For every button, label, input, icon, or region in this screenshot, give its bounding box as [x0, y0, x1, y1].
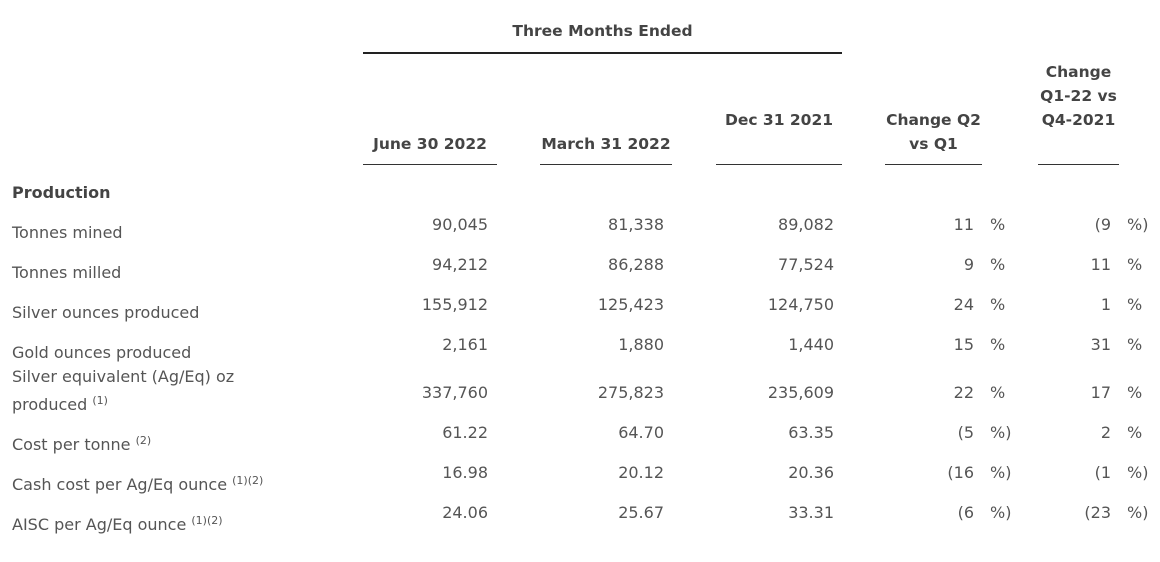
cell-mar: 86,288 — [608, 255, 664, 274]
cell-mar: 20.12 — [618, 463, 664, 482]
cell-dec: 1,440 — [788, 335, 834, 354]
cell-dec: 20.36 — [788, 463, 834, 482]
cell-mar: 64.70 — [618, 423, 664, 442]
footnote-ref: (2) — [135, 434, 152, 447]
cell-change-q1-q4-unit: % — [1127, 335, 1143, 354]
section-title: Production — [12, 183, 111, 202]
cell-dec: 33.31 — [788, 503, 834, 522]
cell-change-q1-q4-unit: % — [1127, 255, 1143, 274]
cell-jun: 24.06 — [442, 503, 488, 522]
group-header-rule — [363, 52, 842, 54]
cell-dec: 77,524 — [778, 255, 834, 274]
col-header-change-q1-q4: Change Q1-22 vs Q4-2021 — [1040, 63, 1117, 129]
cell-change-q1-q4: (9 — [1094, 215, 1111, 234]
cell-mar: 81,338 — [608, 215, 664, 234]
footnote-ref: (1)(2) — [232, 474, 264, 487]
cell-change-q1-q4: 17 — [1090, 383, 1111, 402]
cell-change-q1-q4-unit: %) — [1127, 215, 1149, 234]
cell-change-q2-q1: (16 — [947, 463, 974, 482]
cell-change-q2-q1-unit: % — [990, 383, 1006, 402]
col-rule — [716, 164, 842, 165]
cell-change-q2-q1: 11 — [953, 215, 974, 234]
cell-dec: 89,082 — [778, 215, 834, 234]
cell-change-q2-q1-unit: % — [990, 295, 1006, 314]
cell-change-q1-q4-unit: % — [1127, 423, 1143, 442]
col-header-dec-2021: Dec 31 2021 — [724, 111, 834, 129]
cell-jun: 2,161 — [442, 335, 488, 354]
cell-change-q1-q4: 11 — [1090, 255, 1111, 274]
cell-jun: 337,760 — [421, 383, 488, 402]
cell-jun: 90,045 — [432, 215, 488, 234]
cell-change-q1-q4-unit: % — [1127, 383, 1143, 402]
cell-change-q1-q4-unit: %) — [1127, 463, 1149, 482]
cell-jun: 94,212 — [432, 255, 488, 274]
cell-mar: 275,823 — [597, 383, 664, 402]
group-header: Three Months Ended — [512, 22, 693, 40]
cell-change-q2-q1-unit: % — [990, 215, 1006, 234]
cell-dec: 124,750 — [767, 295, 834, 314]
cell-mar: 125,423 — [597, 295, 664, 314]
cell-jun: 61.22 — [442, 423, 488, 442]
cell-change-q1-q4: (1 — [1094, 463, 1111, 482]
cell-change-q1-q4-unit: %) — [1127, 503, 1149, 522]
col-rule — [885, 164, 982, 165]
row-label: Tonnes milled — [12, 263, 122, 282]
cell-change-q2-q1-unit: %) — [990, 423, 1012, 442]
col-header-jun-2022: June 30 2022 — [373, 135, 487, 153]
row-label-continued: produced (1) — [12, 394, 108, 414]
cell-dec: 63.35 — [788, 423, 834, 442]
cell-change-q2-q1: 24 — [953, 295, 974, 314]
cell-change-q1-q4-unit: % — [1127, 295, 1143, 314]
row-label: Gold ounces produced — [12, 343, 192, 362]
cell-change-q2-q1: 22 — [953, 383, 974, 402]
footnote-ref: (1) — [92, 394, 108, 407]
row-label: Cost per tonne (2) — [12, 434, 152, 454]
cell-change-q1-q4: 1 — [1100, 295, 1111, 314]
cell-mar: 1,880 — [618, 335, 664, 354]
col-header-mar-2022: March 31 2022 — [541, 135, 671, 153]
col-rule — [363, 164, 497, 165]
cell-jun: 16.98 — [442, 463, 488, 482]
col-rule — [540, 164, 672, 165]
footnote-ref: (1)(2) — [191, 514, 223, 527]
cell-change-q2-q1-unit: % — [990, 335, 1006, 354]
cell-change-q2-q1-unit: %) — [990, 503, 1012, 522]
cell-change-q1-q4: 2 — [1100, 423, 1111, 442]
cell-change-q2-q1-unit: %) — [990, 463, 1012, 482]
cell-change-q2-q1-unit: % — [990, 255, 1006, 274]
row-label: Tonnes mined — [12, 223, 123, 242]
cell-change-q2-q1: (5 — [957, 423, 974, 442]
row-label: Cash cost per Ag/Eq ounce (1)(2) — [12, 474, 264, 494]
col-header-change-q2-q1: Change Q2 vs Q1 — [886, 111, 981, 153]
cell-dec: 235,609 — [767, 383, 834, 402]
col-rule — [1038, 164, 1119, 165]
cell-change-q2-q1: 9 — [963, 255, 974, 274]
row-label: AISC per Ag/Eq ounce (1)(2) — [12, 514, 223, 534]
row-label: Silver ounces produced — [12, 303, 200, 322]
cell-change-q2-q1: (6 — [957, 503, 974, 522]
cell-mar: 25.67 — [618, 503, 664, 522]
row-label: Silver equivalent (Ag/Eq) oz — [12, 367, 235, 386]
cell-jun: 155,912 — [421, 295, 488, 314]
cell-change-q1-q4: (23 — [1084, 503, 1111, 522]
cell-change-q1-q4: 31 — [1090, 335, 1111, 354]
cell-change-q2-q1: 15 — [953, 335, 974, 354]
